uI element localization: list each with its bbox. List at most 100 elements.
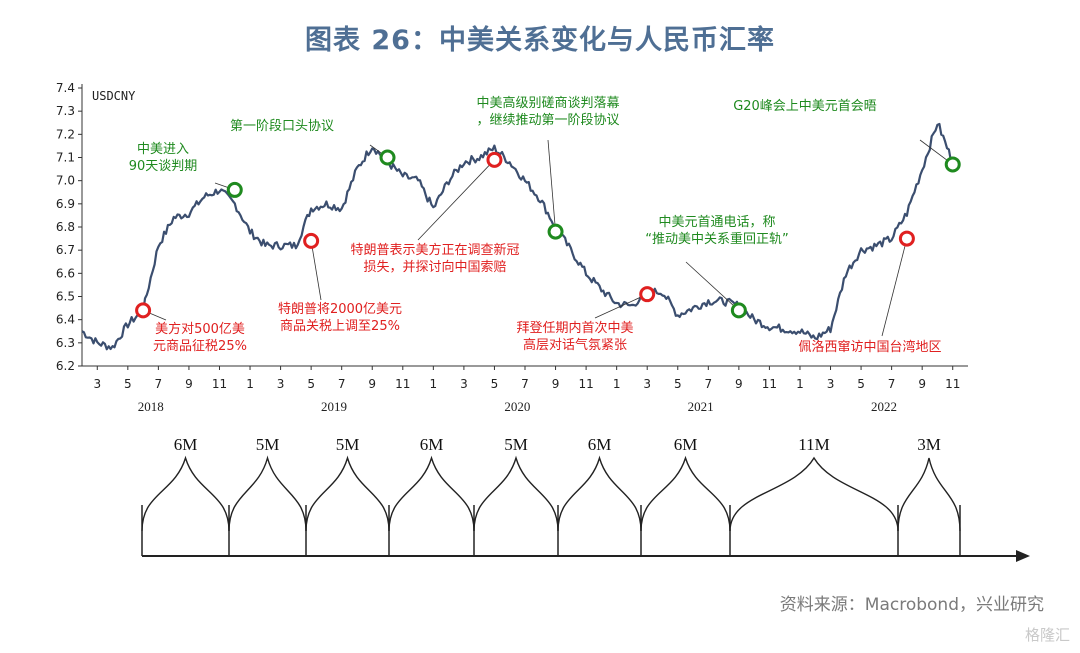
- event-markers: [135, 149, 961, 319]
- line-layer: [81, 122, 954, 351]
- duration-label: 3M: [917, 435, 941, 454]
- y-tick-label: 7.1: [56, 151, 75, 165]
- annotation-leader-line: [685, 261, 740, 311]
- annotation-leader-line: [881, 238, 908, 337]
- annotation-layer: 中美进入 90天谈判期 第一阶段口头协议 中美高级别磋商谈判落幕 ，继续推动第一阶段协议…: [129, 95, 942, 355]
- annotation-text: 90天谈判期: [129, 159, 198, 174]
- x-tick-label: 9: [918, 377, 926, 391]
- annotation-text: G20峰会上中美元首会晤: [733, 99, 877, 114]
- x-axis-ticks: 3 5 7 9 11 1 3 5 7 9 11 1 3 5 7 9 11 1 3 5 7 9 11 1 3 5 7 9 11: [93, 366, 960, 391]
- duration-label: 6M: [588, 435, 612, 454]
- annotation-text: 高层对话气氛紧张: [523, 337, 627, 353]
- y-tick-label: 6.7: [56, 243, 75, 257]
- x-tick-label: 5: [491, 377, 499, 391]
- y-tick-label: 6.8: [56, 220, 75, 234]
- year-label: 2022: [871, 399, 897, 414]
- x-tick-label: 9: [368, 377, 376, 391]
- y-tick-label: 7.3: [56, 104, 75, 118]
- duration-brace: [141, 455, 230, 532]
- x-tick-label: 11: [212, 377, 227, 391]
- annotation-text: “推动美中关系重回正轨”: [645, 231, 788, 247]
- annotation-text: 中美进入: [137, 142, 189, 157]
- x-tick-label: 7: [888, 377, 896, 391]
- x-tick-label: 1: [430, 377, 438, 391]
- annotation-text: 美方对500亿美: [155, 321, 245, 337]
- x-tick-label: 9: [552, 377, 560, 391]
- annotation-leader-line: [310, 240, 322, 301]
- x-tick-label: 11: [945, 377, 960, 391]
- y-tick-label: 7.4: [56, 81, 75, 95]
- duration-brace: [228, 455, 307, 532]
- x-tick-label: 1: [246, 377, 254, 391]
- x-tick-label: 3: [460, 377, 468, 391]
- x-tick-label: 7: [704, 377, 712, 391]
- duration-brace: [557, 455, 642, 532]
- red-event-marker: [639, 286, 656, 303]
- annotation-text: 元商品征税25%: [153, 339, 247, 354]
- annotation-text: 佩洛西窜访中国台湾地区: [798, 339, 941, 355]
- duration-label: 6M: [420, 435, 444, 454]
- x-tick-label: 7: [521, 377, 529, 391]
- red-event-marker: [303, 232, 320, 249]
- duration-label: 5M: [336, 435, 360, 454]
- y-tick-label: 6.2: [56, 359, 75, 373]
- x-tick-label: 3: [277, 377, 285, 391]
- y-tick-label: 7.0: [56, 174, 75, 188]
- duration-brace: [388, 455, 475, 532]
- annotation-text: 特朗普将2000亿美元: [278, 302, 402, 317]
- year-label: 2018: [138, 399, 164, 414]
- annotation-leader-line: [594, 293, 648, 319]
- watermark: 格隆汇: [1024, 626, 1070, 644]
- x-tick-label: 9: [185, 377, 193, 391]
- annotation-text: 中美高级别磋商谈判落幕: [476, 95, 619, 111]
- annotation-leader-line: [417, 159, 495, 241]
- y-tick-label: 6.3: [56, 336, 75, 350]
- green-event-marker: [226, 181, 243, 198]
- x-tick-label: 11: [578, 377, 593, 391]
- duration-label: 6M: [674, 435, 698, 454]
- duration-brace: [305, 455, 390, 532]
- annotation-text: 拜登任期内首次中美: [516, 320, 633, 336]
- x-tick-label: 11: [762, 377, 777, 391]
- annotation-leaders: [142, 139, 953, 337]
- timeline-arrowhead: [1016, 550, 1030, 562]
- green-event-marker: [730, 302, 747, 319]
- annotation-text: 中美元首通电话，称: [658, 215, 775, 230]
- y-tick-label: 7.2: [56, 127, 75, 141]
- y-tick-label: 6.4: [56, 313, 75, 327]
- duration-label: 6M: [174, 435, 198, 454]
- x-tick-label: 3: [643, 377, 651, 391]
- year-label: 2020: [504, 399, 530, 414]
- red-event-marker: [898, 230, 915, 247]
- duration-label: 5M: [256, 435, 280, 454]
- green-event-marker: [547, 223, 564, 240]
- duration-brace: [473, 455, 559, 532]
- green-event-marker: [379, 149, 396, 166]
- y-axis-ticks: 6.2 6.3 6.4 6.5 6.6 6.7 6.8 6.9 7.0 7.1 7.2 7.3 7.4: [56, 81, 82, 373]
- green-event-marker: [944, 156, 961, 173]
- year-label: 2021: [688, 399, 714, 414]
- annotation-text: 特朗普表示美方正在调查新冠: [350, 242, 519, 258]
- x-tick-label: 7: [155, 377, 163, 391]
- x-tick-label: 5: [124, 377, 132, 391]
- usdcny-series-line: [81, 122, 954, 351]
- duration-timeline: 6M 5M 5M 6M 5M 6M 6M 11M 3M: [141, 435, 1030, 562]
- duration-label: 5M: [504, 435, 528, 454]
- x-tick-label: 11: [395, 377, 410, 391]
- annotation-leader-line: [547, 139, 556, 232]
- duration-brace: [729, 456, 899, 532]
- x-tick-label: 5: [307, 377, 315, 391]
- source-note: 资料来源：Macrobond，兴业研究: [779, 595, 1044, 615]
- x-tick-label: 5: [857, 377, 865, 391]
- x-tick-label: 1: [613, 377, 621, 391]
- annotation-text: 第一阶段口头协议: [230, 119, 334, 134]
- series-label: USDCNY: [92, 89, 136, 103]
- year-labels: 2018 2019 2020 2021 2022: [138, 399, 897, 414]
- x-tick-label: 7: [338, 377, 346, 391]
- red-event-marker: [135, 302, 152, 319]
- chart-title: 图表 26：中美关系变化与人民币汇率: [305, 25, 775, 56]
- y-tick-label: 6.6: [56, 266, 75, 280]
- x-tick-label: 9: [735, 377, 743, 391]
- duration-brace: [640, 455, 731, 532]
- duration-brace: [897, 457, 961, 532]
